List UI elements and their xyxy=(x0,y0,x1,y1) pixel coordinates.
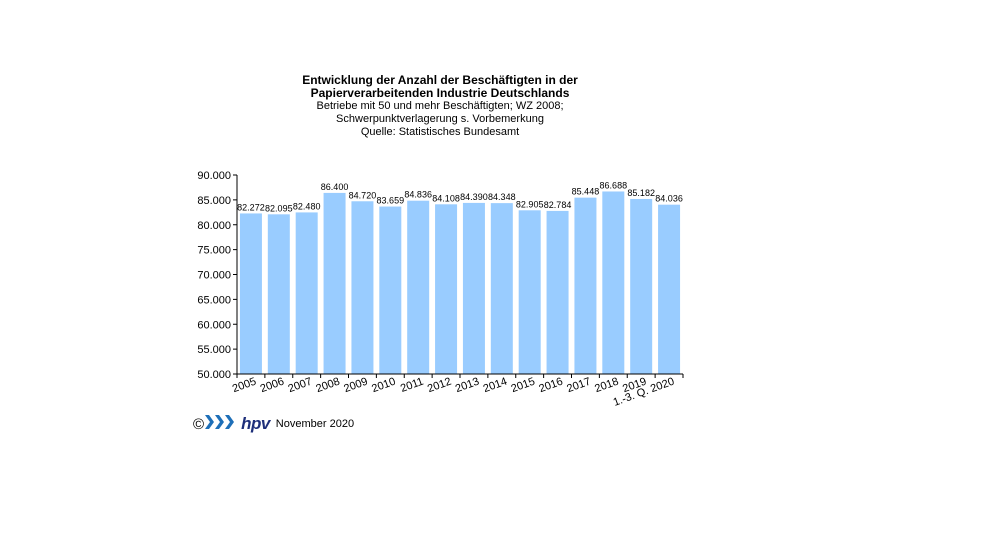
chart-subtitle-line-2: Schwerpunktverlagerung s. Vorbemerkung xyxy=(336,113,544,125)
y-tick-label: 85.000 xyxy=(197,195,231,207)
y-tick-label: 75.000 xyxy=(197,245,231,257)
chart-title-line-2: Papierverarbeitenden Industrie Deutschla… xyxy=(310,86,570,100)
x-tick-label: 2018 xyxy=(593,376,620,396)
bar xyxy=(462,202,485,374)
x-tick-label: 2011 xyxy=(399,376,425,395)
value-label: 82.905 xyxy=(516,199,544,209)
bar xyxy=(239,213,262,374)
bar xyxy=(407,200,430,374)
bar xyxy=(490,203,513,374)
bar xyxy=(630,198,653,374)
value-label: 86.688 xyxy=(600,180,628,190)
x-tick-label: 2015 xyxy=(510,376,537,396)
y-tick-label: 70.000 xyxy=(197,270,231,282)
value-label: 85.182 xyxy=(627,188,655,198)
x-tick-label: 2005 xyxy=(231,376,258,396)
x-tick-label: 2006 xyxy=(259,376,286,396)
bar xyxy=(546,210,569,374)
value-label: 84.390 xyxy=(460,192,488,202)
y-tick-label: 65.000 xyxy=(197,294,231,306)
bar xyxy=(658,204,681,374)
bar xyxy=(518,210,541,374)
bar xyxy=(295,212,318,374)
x-tick-label: 2010 xyxy=(370,376,397,396)
bar xyxy=(351,201,374,374)
value-label: 83.659 xyxy=(377,196,405,206)
logo-chevrons-icon xyxy=(205,414,239,435)
bar xyxy=(379,206,402,374)
bar xyxy=(574,197,597,374)
value-label: 82.480 xyxy=(293,201,321,211)
value-label: 84.348 xyxy=(488,192,516,202)
chart-title-line-1: Entwicklung der Anzahl der Beschäftigten… xyxy=(302,73,578,87)
bar xyxy=(267,214,290,374)
bar xyxy=(602,191,625,374)
y-tick-label: 60.000 xyxy=(197,319,231,331)
value-label: 82.784 xyxy=(544,200,572,210)
x-tick-label: 2009 xyxy=(342,376,369,396)
y-tick-label: 50.000 xyxy=(197,369,231,381)
footer-date: November 2020 xyxy=(275,418,355,430)
footer: © hpv November 2020 xyxy=(193,414,354,434)
x-tick-label: 2014 xyxy=(482,376,509,396)
value-label: 85.448 xyxy=(572,187,600,197)
hpv-logo: hpv xyxy=(241,414,270,433)
y-tick-label: 90.000 xyxy=(197,170,231,182)
copyright-icon: © xyxy=(193,415,205,433)
chart-subtitle-line-1: Betriebe mit 50 und mehr Beschäftigten; … xyxy=(316,100,564,112)
x-tick-label: 2013 xyxy=(454,376,481,396)
bar xyxy=(323,192,346,374)
x-tick-label: 2012 xyxy=(426,376,453,396)
value-label: 86.400 xyxy=(321,182,349,192)
value-label: 84.836 xyxy=(404,190,432,200)
value-label: 82.272 xyxy=(237,202,265,212)
value-label: 84.720 xyxy=(349,190,377,200)
value-label: 82.095 xyxy=(265,203,293,213)
x-tick-label: 2017 xyxy=(565,376,592,396)
x-tick-label: 2008 xyxy=(314,376,341,396)
value-label: 84.036 xyxy=(655,194,683,204)
value-label: 84.108 xyxy=(432,193,460,203)
chart-title-block: Entwicklung der Anzahl der Beschäftigten… xyxy=(235,74,645,139)
chart-source: Quelle: Statistisches Bundesamt xyxy=(360,126,520,138)
bar xyxy=(435,204,458,374)
x-tick-label: 2016 xyxy=(537,376,564,396)
y-tick-label: 80.000 xyxy=(197,220,231,232)
x-tick-label: 2007 xyxy=(287,376,314,396)
y-tick-label: 55.000 xyxy=(197,344,231,356)
